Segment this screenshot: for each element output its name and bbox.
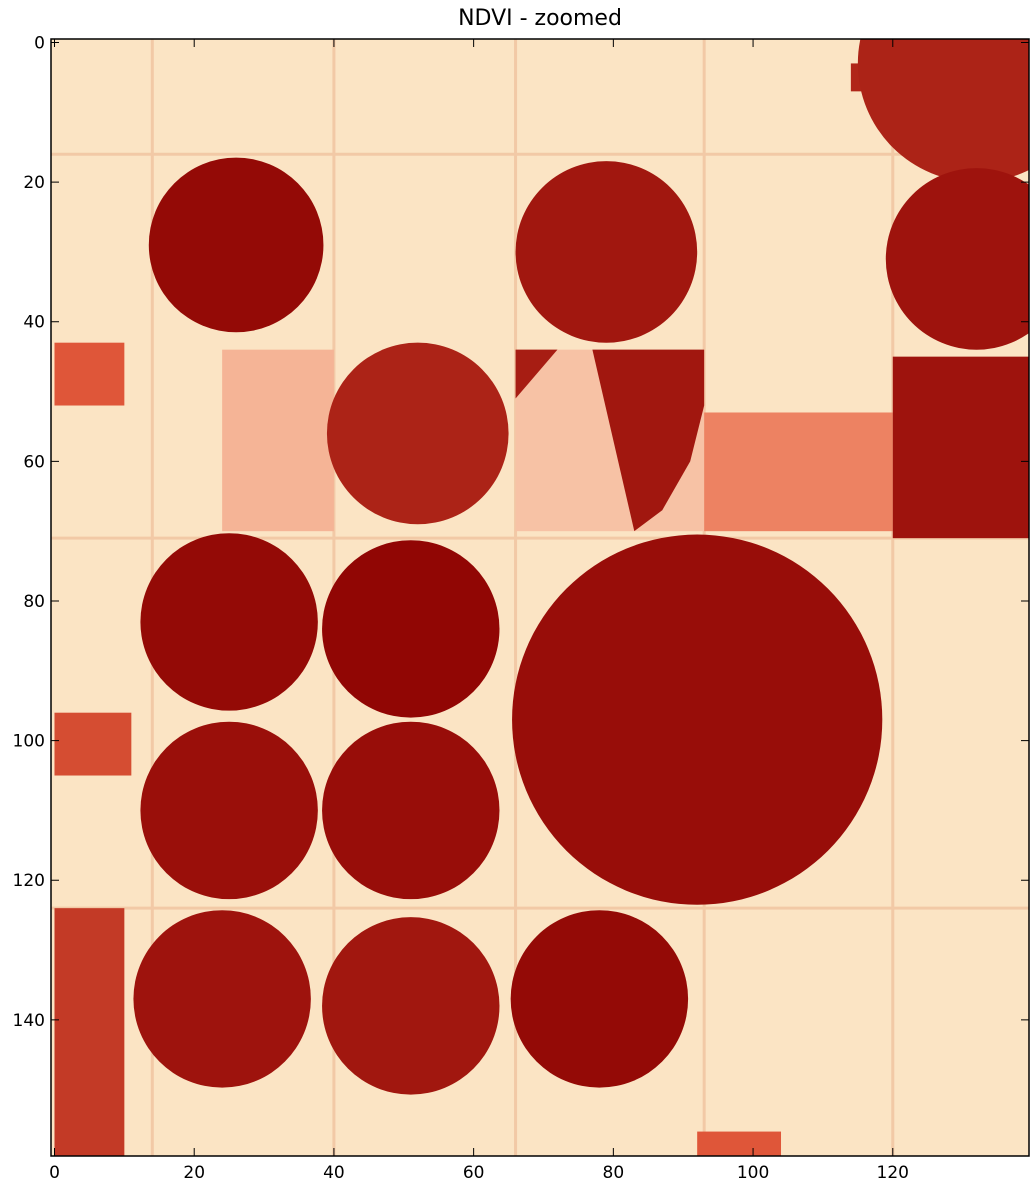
heatmap-fields — [54, 39, 1029, 1156]
y-tick-label-40: 40 — [23, 313, 45, 333]
field-polygon-0 — [515, 349, 558, 399]
y-tick-label-0: 0 — [34, 33, 45, 53]
pivot-field-3 — [885, 168, 1029, 350]
pivot-field-2 — [515, 161, 698, 343]
field-polygon-1 — [592, 349, 705, 532]
pivot-field-8 — [140, 721, 318, 900]
pivot-field-6 — [322, 540, 500, 718]
y-axis: 0 20 40 60 80 100 120 140 — [13, 33, 1029, 1031]
x-tick-label-100: 100 — [737, 1163, 769, 1183]
y-tick-label-20: 20 — [23, 173, 45, 193]
field-rect-1 — [54, 712, 132, 776]
pivot-field-10 — [133, 910, 311, 1088]
plot-area — [51, 39, 1029, 1156]
pivot-field-4 — [326, 342, 509, 525]
x-tick-label-40: 40 — [323, 1163, 345, 1183]
y-tick-label-80: 80 — [23, 592, 45, 612]
pivot-field-5 — [140, 533, 318, 711]
x-axis: 0 20 40 60 80 100 120 — [49, 39, 909, 1183]
pivot-field-9 — [322, 721, 500, 900]
field-rect-2 — [54, 908, 125, 1156]
x-tick-label-120: 120 — [877, 1163, 909, 1183]
pivot-field-12 — [510, 910, 689, 1088]
pivot-field-7 — [512, 534, 883, 905]
field-rect-3 — [222, 349, 334, 532]
y-tick-label-60: 60 — [23, 452, 45, 472]
field-rect-5 — [704, 412, 893, 532]
field-rect-6 — [892, 356, 1029, 539]
y-tick-label-120: 120 — [13, 871, 45, 891]
x-tick-label-60: 60 — [463, 1163, 485, 1183]
x-tick-label-0: 0 — [49, 1163, 60, 1183]
plot-frame — [50, 38, 1030, 1157]
y-tick-label-100: 100 — [13, 732, 45, 752]
y-tick-label-140: 140 — [13, 1011, 45, 1031]
field-rect-7 — [697, 1131, 782, 1156]
pivot-field-0 — [857, 39, 1029, 183]
pivot-field-1 — [148, 157, 324, 333]
pivot-field-11 — [322, 917, 500, 1095]
field-rect-0 — [54, 342, 125, 406]
x-tick-label-20: 20 — [183, 1163, 205, 1183]
chart-title: NDVI - zoomed — [458, 6, 622, 31]
x-tick-label-80: 80 — [603, 1163, 625, 1183]
